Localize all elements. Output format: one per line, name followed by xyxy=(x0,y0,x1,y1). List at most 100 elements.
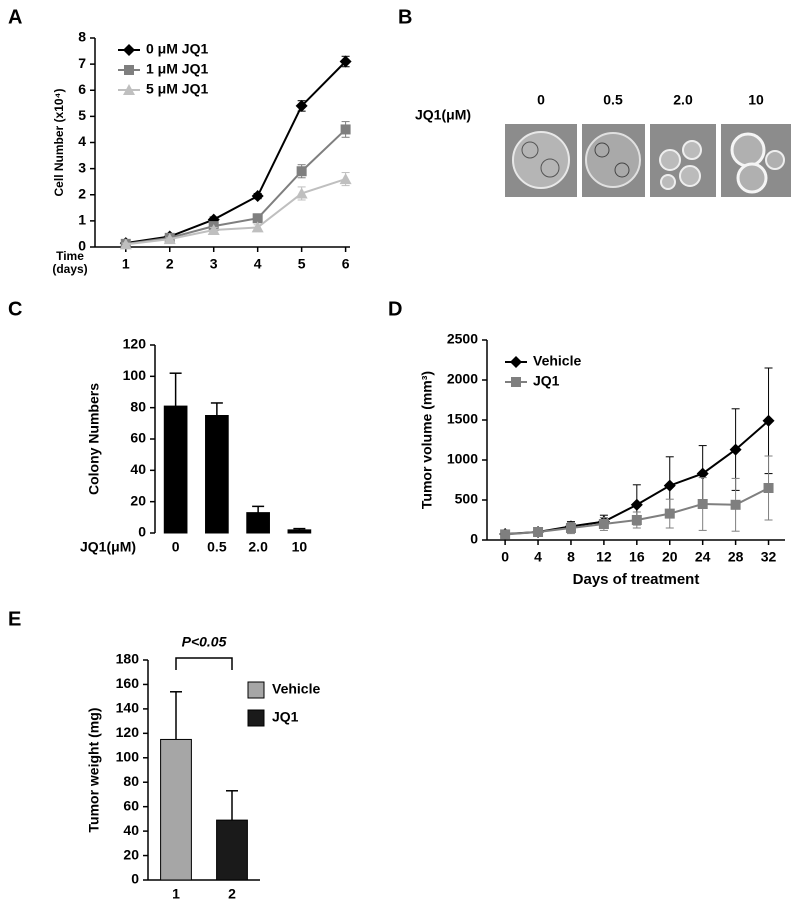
point xyxy=(598,519,609,529)
point xyxy=(207,224,220,236)
x-tick-label: 1 xyxy=(122,256,130,272)
panel-letter: B xyxy=(398,6,412,28)
error-bar xyxy=(169,372,182,407)
point xyxy=(339,173,352,185)
y-axis-label: Tumor volume (mm³) xyxy=(419,371,435,509)
panel-letter: C xyxy=(8,298,22,320)
x-tick-label: 12 xyxy=(596,549,612,565)
x-tick-label: 2 xyxy=(228,886,236,902)
y-tick-label: 140 xyxy=(116,700,140,716)
legend-label: 1 μM JQ1 xyxy=(146,61,208,77)
error-bar xyxy=(210,402,223,416)
legend-marker xyxy=(123,84,135,95)
x-tick-label: 2 xyxy=(166,256,174,272)
y-tick-label: 2500 xyxy=(447,331,478,347)
point xyxy=(339,55,352,68)
point xyxy=(296,166,307,177)
error-bar xyxy=(293,527,306,530)
point xyxy=(664,508,675,519)
y-tick-label: 2 xyxy=(78,185,86,201)
point xyxy=(295,187,308,199)
point xyxy=(729,443,742,456)
condition-label: 0.5 xyxy=(603,92,623,108)
bar xyxy=(246,512,270,534)
y-tick-label: 5 xyxy=(78,107,86,123)
x-axis-label: (days) xyxy=(52,262,87,276)
micrograph xyxy=(505,124,791,197)
y-tick-label: 80 xyxy=(130,398,146,414)
x-tick-label: 0 xyxy=(172,539,180,555)
y-tick-label: 0 xyxy=(78,238,86,254)
x-tick-label: 32 xyxy=(761,549,777,565)
y-tick-label: 0 xyxy=(131,871,139,887)
y-tick-label: 6 xyxy=(78,81,86,97)
point xyxy=(696,467,709,480)
point xyxy=(163,233,176,245)
bar xyxy=(287,529,312,534)
x-tick-label: 16 xyxy=(629,549,645,565)
condition-label: 0 xyxy=(537,92,545,108)
y-tick-label: 180 xyxy=(116,651,140,667)
y-tick-label: 20 xyxy=(130,492,146,508)
y-tick-label: 80 xyxy=(123,773,139,789)
error-bar xyxy=(252,505,265,513)
legend-label: JQ1 xyxy=(533,373,560,389)
legend-label: JQ1 xyxy=(272,709,299,725)
legend-marker xyxy=(123,44,135,56)
condition-label: 2.0 xyxy=(673,92,693,108)
panel-letter: E xyxy=(8,608,21,630)
bar xyxy=(163,405,188,534)
y-tick-label: 60 xyxy=(123,797,139,813)
y-tick-label: 4 xyxy=(78,133,86,149)
y-tick-label: 100 xyxy=(116,748,140,764)
legend-swatch xyxy=(247,681,265,699)
x-tick-label: 28 xyxy=(728,549,744,565)
x-tick-label: 5 xyxy=(298,256,306,272)
point xyxy=(763,483,774,493)
legend-marker xyxy=(124,65,134,75)
y-tick-label: 2000 xyxy=(447,371,478,387)
error-bar xyxy=(226,790,238,821)
y-tick-label: 0 xyxy=(470,531,478,547)
x-tick-label: 4 xyxy=(254,256,262,272)
y-tick-label: 1000 xyxy=(447,451,478,467)
y-tick-label: 40 xyxy=(130,461,146,477)
x-tick-label: 10 xyxy=(292,539,308,555)
point xyxy=(251,190,264,203)
significance-bracket xyxy=(175,657,233,670)
x-tick-label: 8 xyxy=(567,549,575,565)
legend-label: Vehicle xyxy=(533,353,581,369)
point xyxy=(631,515,642,525)
y-axis-label: Tumor weight (mg) xyxy=(86,708,102,833)
point xyxy=(340,124,351,135)
legend-marker xyxy=(510,356,522,368)
series-line xyxy=(125,128,347,245)
y-tick-label: 120 xyxy=(116,724,140,740)
legend-swatch xyxy=(247,709,265,727)
condition-label: 10 xyxy=(748,92,764,108)
y-tick-label: 40 xyxy=(123,822,139,838)
legend-label: Vehicle xyxy=(272,681,320,697)
x-tick-label: 6 xyxy=(342,256,350,272)
legend-label: 5 μM JQ1 xyxy=(146,81,208,97)
point xyxy=(663,479,676,492)
legend-marker xyxy=(511,377,521,387)
y-tick-label: 1 xyxy=(78,212,86,228)
bar xyxy=(205,415,229,534)
y-tick-label: 3 xyxy=(78,159,86,175)
y-axis-label: Colony Numbers xyxy=(86,383,102,495)
y-axis-label: Cell Number (x10⁴) xyxy=(52,89,66,197)
point xyxy=(762,414,775,427)
point xyxy=(252,213,263,224)
x-tick-label: 0 xyxy=(501,549,509,565)
x-tick-label: 24 xyxy=(695,549,711,565)
series-line xyxy=(125,60,347,245)
point xyxy=(251,221,264,233)
bar xyxy=(160,738,192,881)
x-tick-label: 0.5 xyxy=(207,539,227,555)
point xyxy=(119,238,132,250)
point xyxy=(295,99,308,112)
y-tick-label: 160 xyxy=(116,675,140,691)
x-axis-label: JQ1(μM) xyxy=(80,539,136,555)
